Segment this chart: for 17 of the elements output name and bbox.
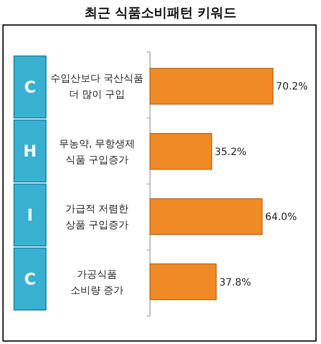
bar bbox=[150, 68, 274, 105]
text: C bbox=[24, 270, 36, 289]
y-tick-label: 가공식품 소비량 증가 bbox=[70, 269, 124, 296]
y-tick-label: 가급적 저렴한 상품 구입증가 bbox=[65, 204, 129, 232]
text: H bbox=[23, 142, 37, 161]
bar bbox=[150, 198, 263, 235]
data-label: 37.8% bbox=[219, 277, 252, 288]
data-label: 70.2% bbox=[276, 82, 308, 93]
y-tick-label: 수입산보다 국산식품 더 많이 구입 bbox=[50, 74, 144, 101]
data-label: 64.0% bbox=[265, 212, 297, 224]
y-tick-label: 무농약, 무항생제 식품 구입증가 bbox=[58, 138, 136, 166]
bar bbox=[150, 133, 212, 170]
chart-title: 최근 식품소비패턴 키워드 bbox=[84, 6, 237, 21]
text: C bbox=[24, 78, 36, 97]
bar bbox=[150, 263, 217, 300]
data-label: 35.2% bbox=[214, 146, 246, 158]
text: I bbox=[27, 206, 33, 225]
